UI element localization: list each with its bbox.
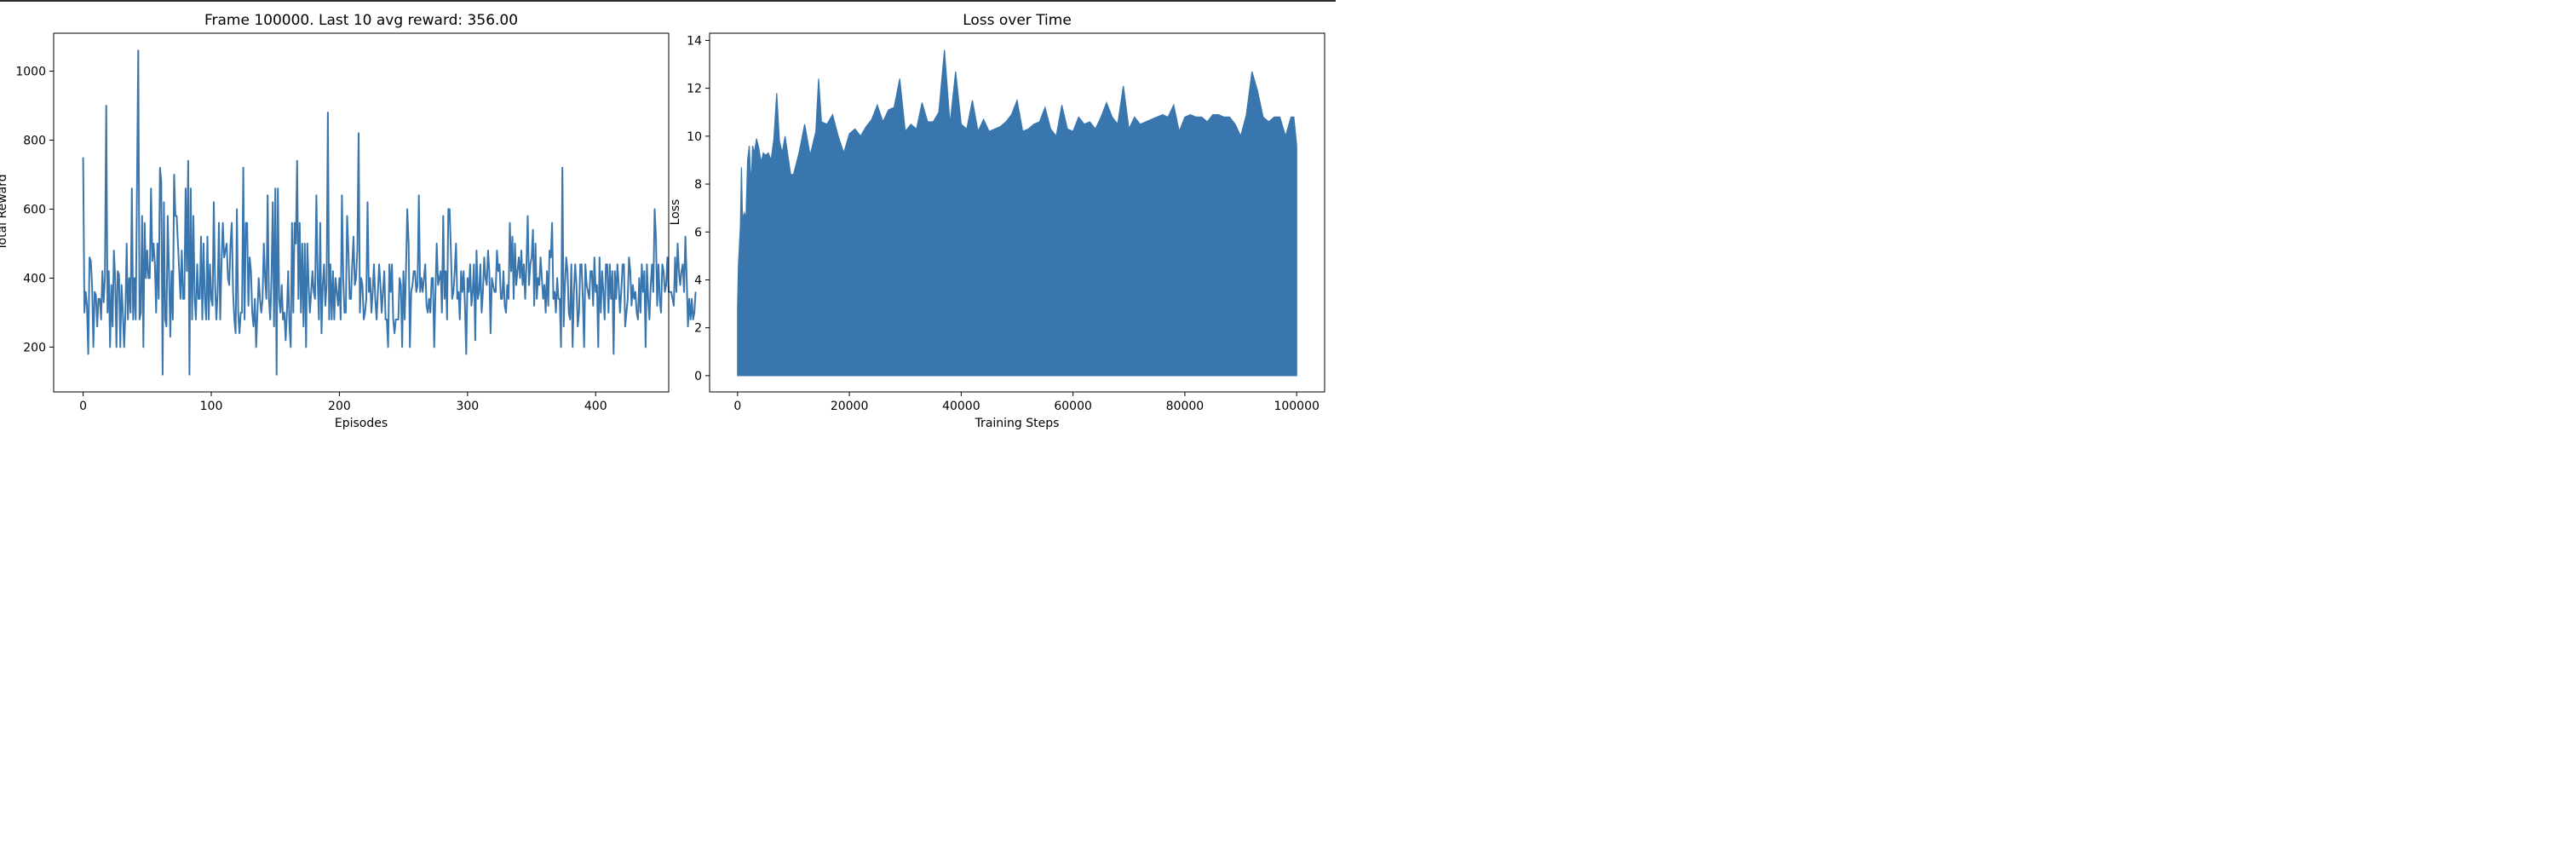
loss-y-tick-label: 14 [687, 34, 702, 48]
reward-y-tick-label: 800 [23, 134, 46, 147]
reward-y-tick-label: 400 [23, 272, 46, 285]
reward-x-ticks: 0 100 200 300 400 [79, 392, 607, 413]
loss-y-tick-label: 8 [694, 178, 702, 192]
loss-y-axis-label: Loss [669, 199, 682, 226]
reward-chart: Frame 100000. Last 10 avg reward: 356.00… [0, 12, 697, 430]
reward-x-axis-label: Episodes [335, 417, 388, 430]
loss-x-ticks: 0 20000 40000 60000 80000 100000 [733, 392, 1320, 413]
reward-y-tick-label: 1000 [15, 66, 46, 79]
loss-series-area [737, 49, 1297, 377]
reward-x-tick-label: 200 [328, 400, 351, 413]
reward-x-tick-label: 0 [79, 400, 87, 413]
loss-y-tick-label: 4 [694, 273, 702, 287]
loss-x-tick-label: 60000 [1054, 400, 1092, 413]
reward-x-tick-label: 300 [456, 400, 479, 413]
loss-x-tick-label: 80000 [1166, 400, 1205, 413]
loss-y-tick-label: 0 [694, 370, 702, 383]
loss-axes-frame [709, 32, 1325, 393]
loss-y-ticks: 0 2 4 6 8 10 12 14 [687, 34, 710, 383]
loss-y-tick-label: 6 [694, 226, 702, 239]
loss-y-tick-label: 2 [694, 322, 702, 336]
loss-chart-title: Loss over Time [963, 12, 1072, 29]
top-border [0, 0, 1336, 2]
reward-series-line [82, 49, 697, 376]
loss-x-axis-label: Training Steps [975, 417, 1060, 430]
loss-y-tick-label: 10 [687, 130, 702, 144]
reward-x-tick-label: 400 [584, 400, 607, 413]
reward-plot-area [53, 32, 697, 393]
loss-x-tick-label: 40000 [942, 400, 980, 413]
figure-canvas: Frame 100000. Last 10 avg reward: 356.00… [0, 12, 1325, 430]
reward-chart-title: Frame 100000. Last 10 avg reward: 356.00 [204, 12, 518, 29]
loss-chart: Loss over Time 0 20000 40000 60000 80000 1000… [669, 12, 1325, 430]
reward-y-ticks: 200 400 600 800 1000 [15, 66, 54, 354]
loss-y-tick-label: 12 [687, 83, 702, 96]
reward-y-tick-label: 600 [23, 203, 46, 216]
loss-x-tick-label: 20000 [831, 400, 869, 413]
loss-x-tick-label: 0 [733, 400, 741, 413]
reward-axes-frame [53, 32, 670, 393]
loss-plot-area [709, 32, 1325, 393]
loss-x-tick-label: 100000 [1274, 400, 1319, 413]
reward-y-tick-label: 200 [23, 341, 46, 354]
reward-x-tick-label: 100 [200, 400, 223, 413]
reward-y-axis-label: Total Reward [0, 174, 9, 250]
